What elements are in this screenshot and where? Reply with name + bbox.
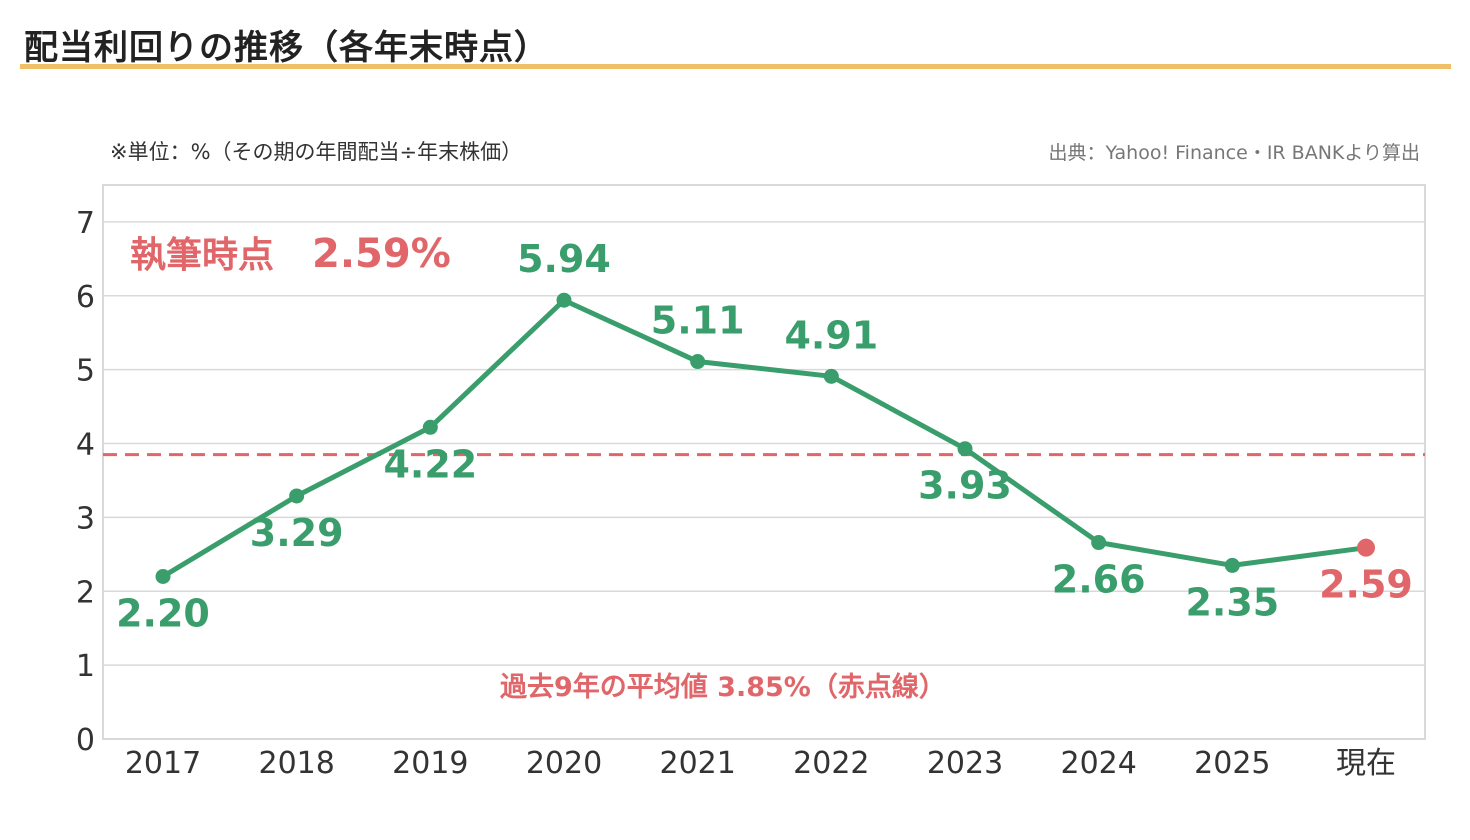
x-tick-label: 2023: [927, 746, 1003, 781]
x-tick-label: 現在: [1336, 746, 1396, 781]
title-underline: [20, 64, 1451, 69]
data-point: [155, 568, 171, 584]
x-tick-label: 2021: [659, 746, 735, 781]
source-note: 出典：Yahoo! Finance・IR BANKより算出: [1048, 142, 1420, 164]
data-label: 3.93: [918, 464, 1012, 508]
data-label: 5.94: [517, 237, 611, 281]
data-label: 4.91: [784, 313, 878, 357]
series-line: [160, 297, 1369, 579]
y-tick-label: 0: [76, 723, 95, 758]
data-point: [422, 419, 438, 435]
average-annotation: 過去9年の平均値 3.85%（赤点線）: [500, 672, 946, 703]
data-point: [1224, 557, 1240, 573]
data-point: [556, 292, 572, 308]
y-tick-label: 3: [76, 501, 95, 536]
data-label: 5.11: [651, 299, 745, 343]
data-label: 4.22: [383, 442, 477, 486]
unit-note: ※単位：%（その期の年間配当÷年末株価）: [110, 140, 523, 164]
data-point: [289, 488, 305, 504]
y-tick-label: 7: [76, 206, 95, 241]
current-yield-annotation: 執筆時点 2.59%: [130, 226, 451, 278]
data-label: 2.20: [116, 591, 210, 635]
x-tick-label: 2017: [125, 746, 201, 781]
chart-title: 配当利回りの推移（各年末時点）: [24, 28, 549, 68]
data-point: [690, 354, 706, 370]
y-tick-label: 5: [76, 354, 95, 389]
y-tick-label: 4: [76, 428, 95, 463]
data-point: [957, 441, 973, 457]
plot-frame: [102, 184, 1426, 740]
x-tick-label: 2022: [793, 746, 869, 781]
x-tick-label: 2019: [392, 746, 468, 781]
current-yield-value: 2.59%: [312, 231, 451, 277]
data-label: 3.29: [250, 511, 344, 555]
x-tick-label: 2020: [526, 746, 602, 781]
data-point: [1091, 535, 1107, 551]
x-tick-label: 2024: [1060, 746, 1136, 781]
data-point: [823, 368, 839, 384]
current-point: [1357, 538, 1375, 557]
x-tick-label: 2025: [1194, 746, 1270, 781]
y-tick-label: 2: [76, 575, 95, 610]
y-tick-label: 1: [76, 649, 95, 684]
data-label: 2.59: [1319, 563, 1413, 607]
y-tick-label: 6: [76, 280, 95, 315]
data-label: 2.66: [1052, 558, 1146, 602]
current-yield-label: 執筆時点: [130, 235, 275, 276]
x-tick-label: 2018: [258, 746, 334, 781]
data-label: 2.35: [1185, 580, 1279, 624]
